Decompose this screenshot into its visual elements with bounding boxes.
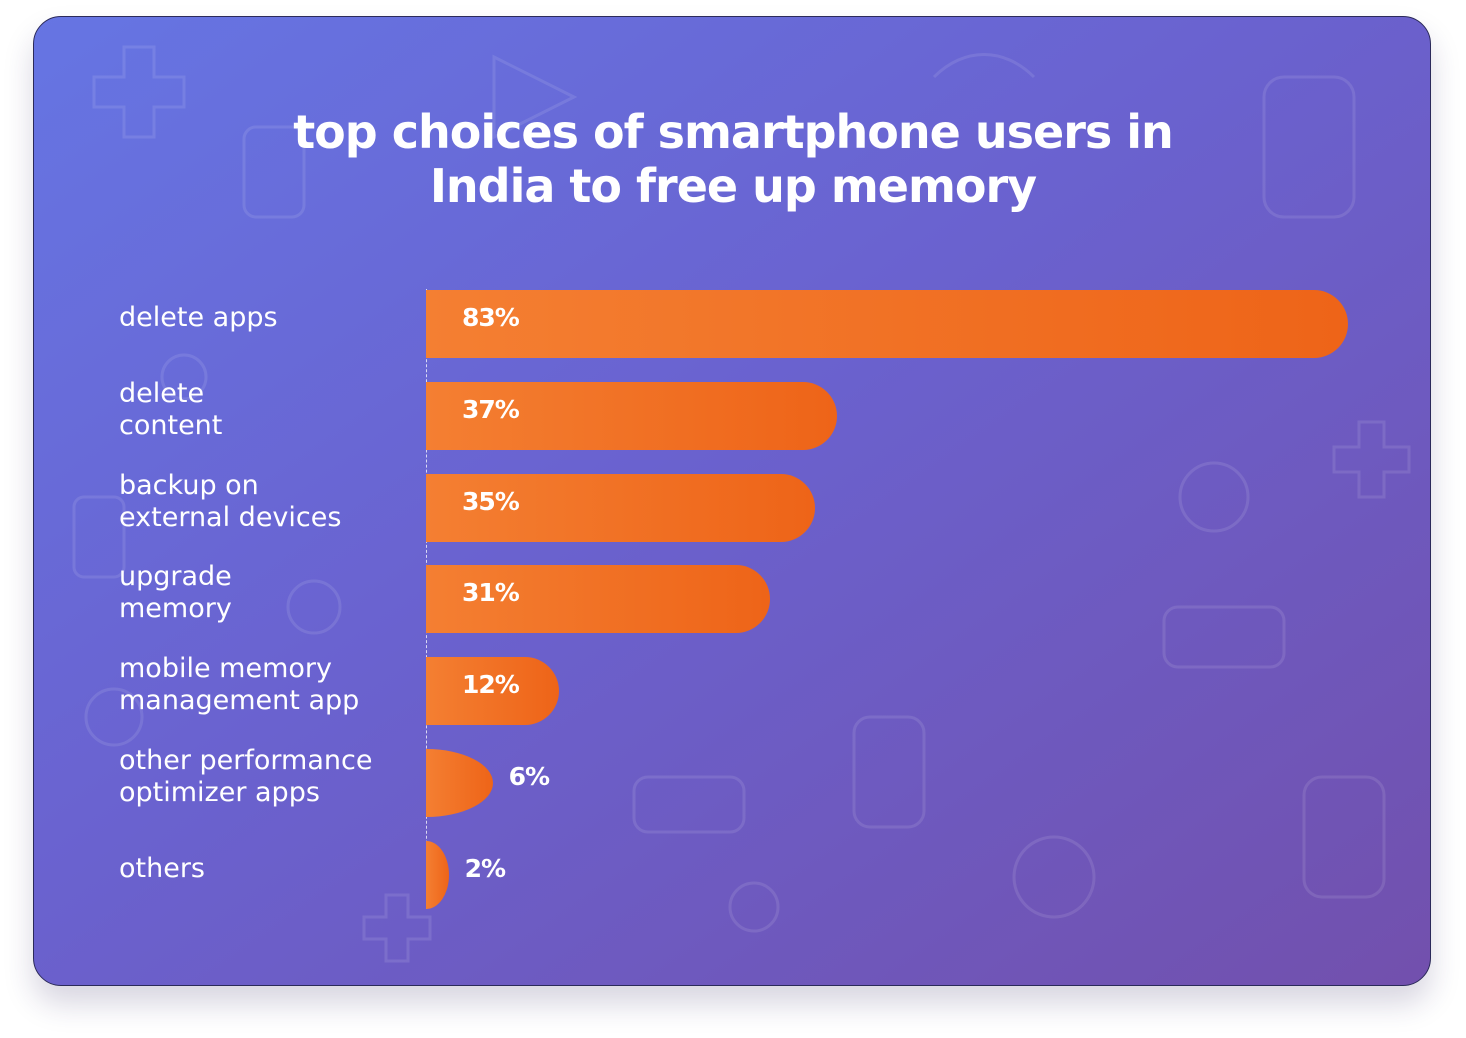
bar-value-label-6: 2% bbox=[464, 853, 506, 883]
bar-value-label-3: 31% bbox=[462, 578, 520, 608]
bar-2 bbox=[426, 473, 815, 542]
bar-value-label-1: 37% bbox=[462, 394, 520, 424]
bar-value-label-5: 6% bbox=[508, 762, 550, 791]
category-label-1: delete content bbox=[119, 377, 223, 441]
chart-card: top choices of smartphone users in India… bbox=[33, 16, 1431, 986]
bar-1 bbox=[426, 381, 837, 450]
category-label-2: backup on external devices bbox=[119, 469, 342, 533]
bar-value-label-2: 35% bbox=[462, 486, 520, 516]
category-label-4: mobile memory management app bbox=[119, 653, 360, 717]
bar-value-label-4: 12% bbox=[462, 670, 520, 700]
chart-title: top choices of smartphone users in India… bbox=[34, 105, 1430, 213]
category-label-0: delete apps bbox=[119, 302, 278, 333]
background-pattern bbox=[72, 45, 1411, 963]
category-label-6: others bbox=[119, 852, 205, 884]
category-label-5: other performance optimizer apps bbox=[119, 745, 373, 808]
bar-6 bbox=[426, 840, 449, 909]
category-label-3: upgrade memory bbox=[119, 561, 232, 625]
bar-0 bbox=[426, 290, 1348, 358]
bar-value-label-0: 83% bbox=[462, 303, 520, 332]
bar-4 bbox=[426, 657, 560, 726]
chart-title-line-2: India to free up memory bbox=[429, 159, 1037, 213]
chart-title-line-1: top choices of smartphone users in bbox=[293, 105, 1174, 159]
bar-3 bbox=[426, 565, 771, 634]
